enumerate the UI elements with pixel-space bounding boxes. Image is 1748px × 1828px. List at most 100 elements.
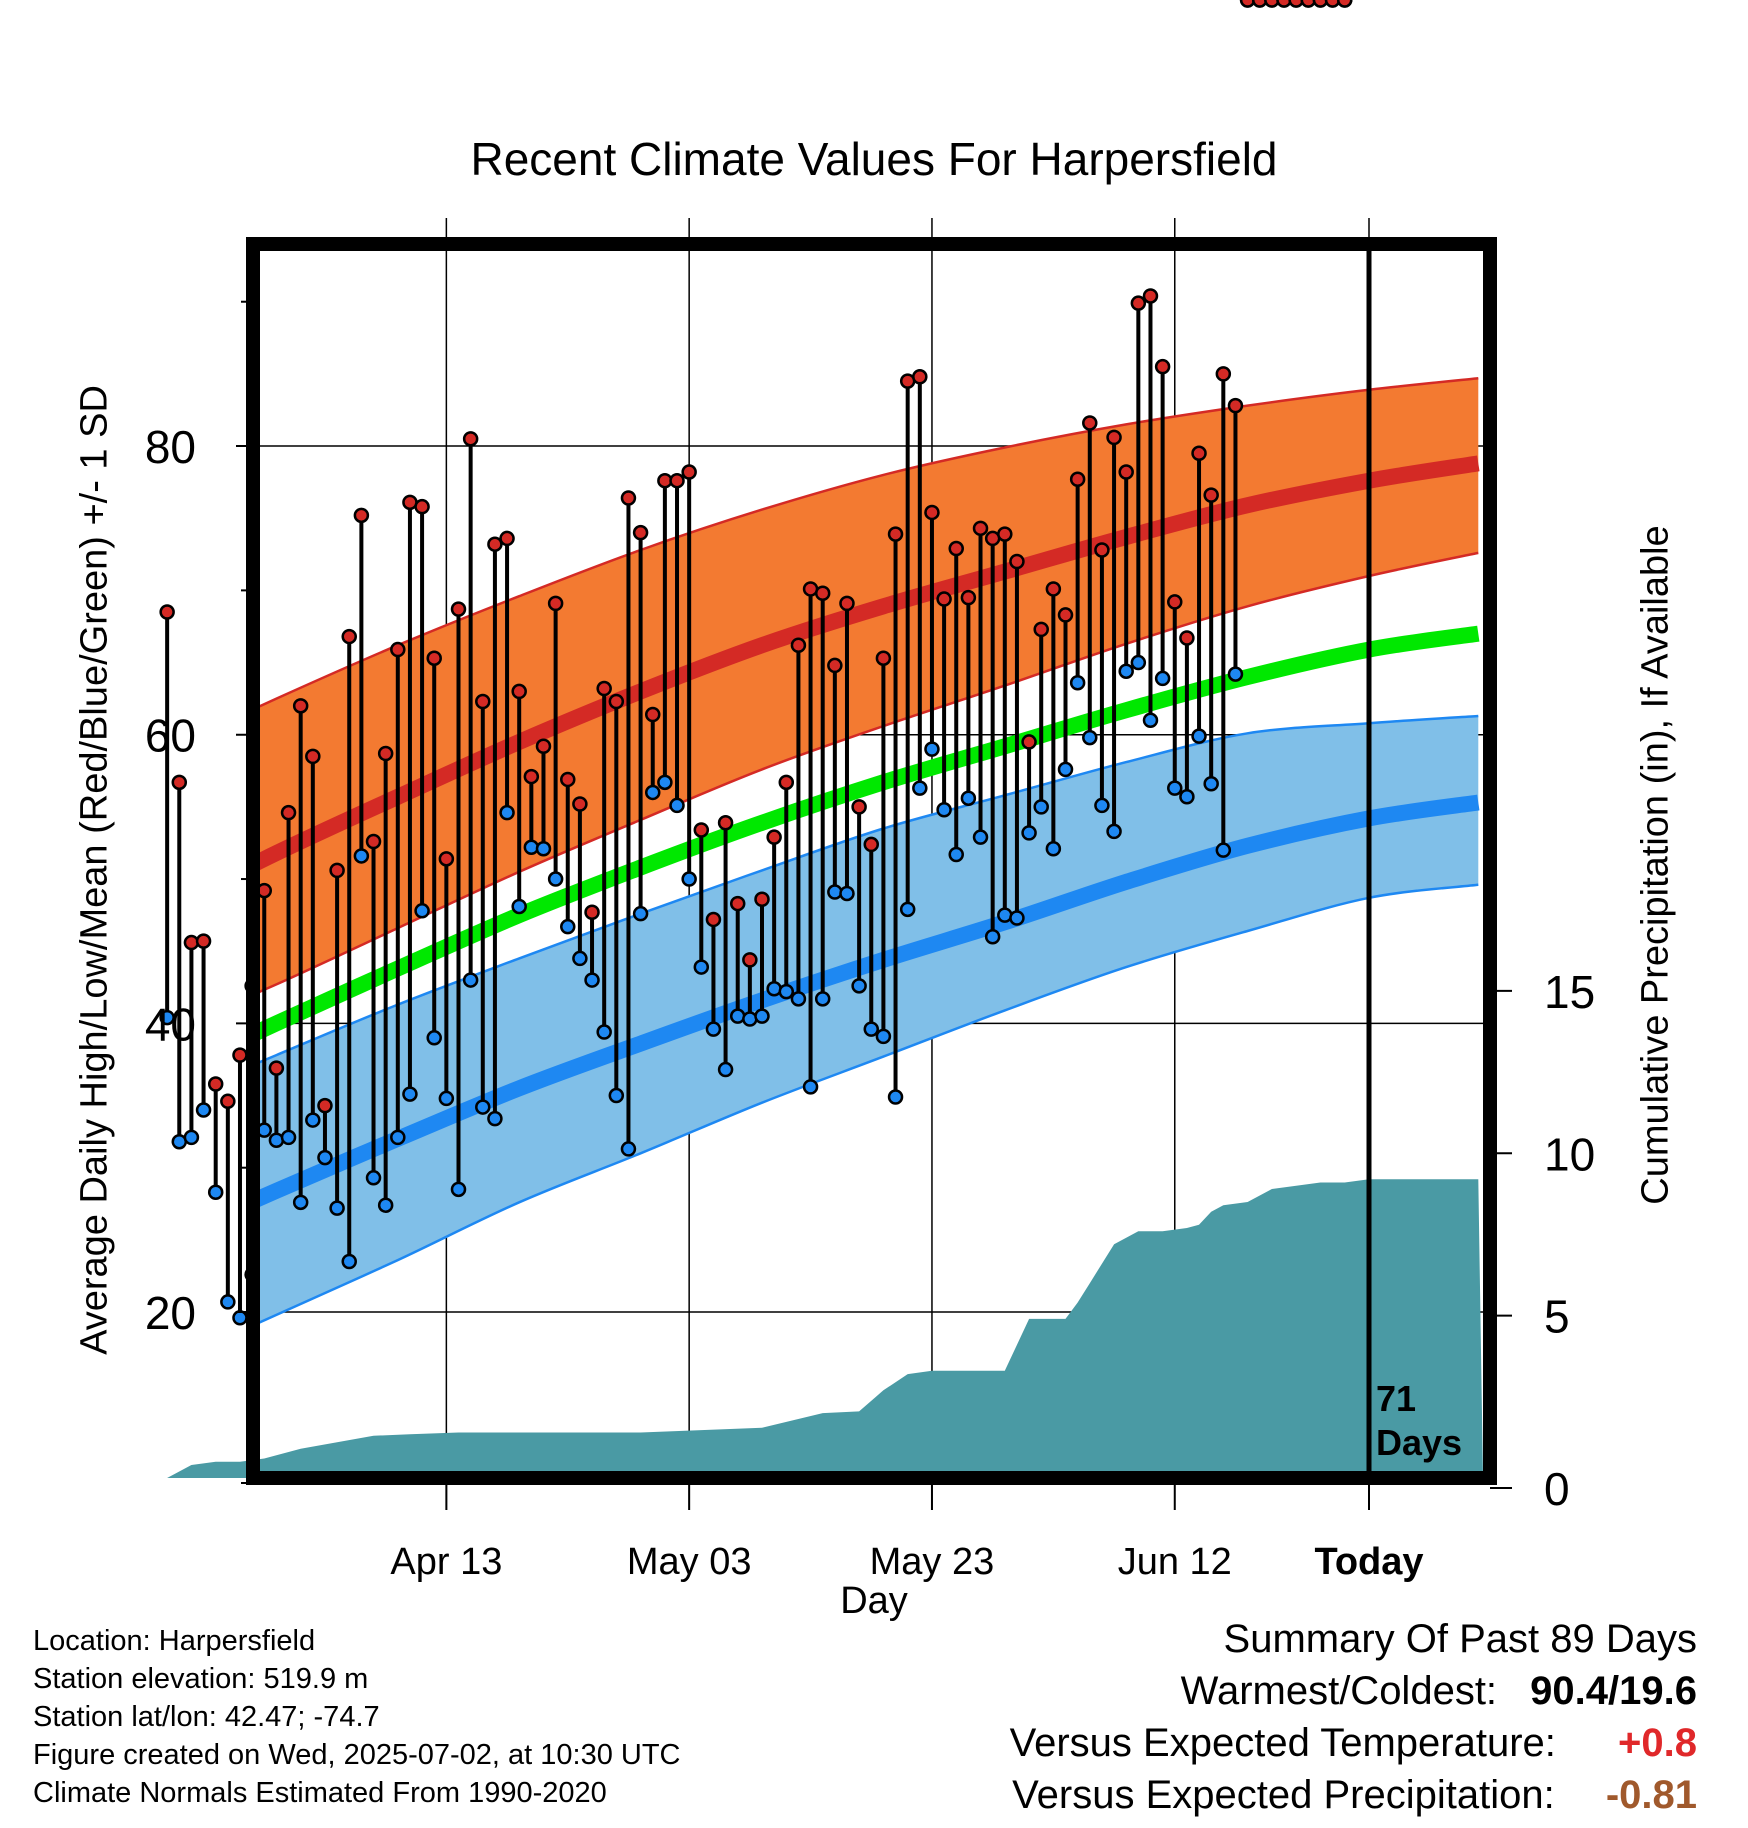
x-axis-label: Day bbox=[840, 1580, 908, 1622]
daily-high-point bbox=[572, 796, 588, 812]
info-elevation: Station elevation: 519.9 m bbox=[33, 1663, 369, 1695]
info-normals: Climate Normals Estimated From 1990-2020 bbox=[33, 1777, 607, 1809]
daily-high-point bbox=[317, 1097, 333, 1114]
daily-high-point bbox=[547, 595, 564, 612]
daily-high-point bbox=[620, 490, 637, 506]
daily-high-point bbox=[584, 904, 600, 920]
daily-high-point bbox=[669, 472, 685, 489]
daily-low-point bbox=[972, 829, 989, 845]
daily-high-point bbox=[972, 520, 989, 537]
y-tick-label: 40 bbox=[145, 998, 196, 1050]
daily-low-point bbox=[341, 1253, 357, 1270]
daily-high-point bbox=[851, 799, 867, 815]
daily-high-point bbox=[207, 1076, 224, 1092]
daily-high-point bbox=[195, 933, 212, 949]
daily-high-point bbox=[1203, 487, 1219, 503]
daily-high-point bbox=[1239, 0, 1256, 8]
daily-high-point bbox=[693, 822, 710, 838]
daily-high-point bbox=[268, 1060, 285, 1076]
daily-high-point bbox=[353, 507, 370, 524]
daily-high-point bbox=[608, 693, 625, 710]
daily-high-point bbox=[717, 815, 734, 831]
daily-low-point bbox=[305, 1112, 321, 1128]
daily-low-point bbox=[717, 1061, 734, 1078]
daily-high-point bbox=[1324, 0, 1341, 8]
x-tick-label: May 23 bbox=[870, 1541, 995, 1583]
x-tick-label: Today bbox=[1314, 1541, 1423, 1583]
daily-low-point bbox=[863, 1021, 880, 1037]
daily-low-point bbox=[487, 1110, 503, 1127]
daily-low-point bbox=[596, 1024, 612, 1040]
y-tick-label: 80 bbox=[145, 421, 196, 473]
daily-high-point bbox=[875, 650, 892, 666]
daily-low-point bbox=[960, 790, 977, 806]
axes-layer: 20 40 60 80 0 5 10 15 Apr 13 May 03 May 23 Jun 12 To… bbox=[145, 300, 1595, 1583]
daily-low-point bbox=[1094, 797, 1110, 814]
daily-low-point bbox=[1082, 729, 1098, 746]
daily-low-point bbox=[644, 784, 661, 801]
daily-high-point bbox=[292, 698, 309, 714]
daily-high-point bbox=[365, 833, 382, 850]
daily-low-point bbox=[280, 1129, 297, 1146]
daily-low-point bbox=[377, 1197, 394, 1213]
daily-low-point bbox=[414, 903, 430, 919]
y2-axis-label: Cumulative Precipitation (in), If Availa… bbox=[1634, 525, 1677, 1205]
daily-high-point bbox=[462, 431, 479, 447]
daily-low-point bbox=[560, 918, 576, 935]
daily-high-point bbox=[778, 774, 795, 791]
x-tick-label: Apr 13 bbox=[390, 1541, 502, 1583]
summary-precip-value: -0.81 bbox=[1605, 1773, 1697, 1817]
daily-low-point bbox=[1154, 670, 1171, 687]
summary-warmest-row: Warmest/Coldest: 90.4/19.6 bbox=[1181, 1669, 1697, 1714]
daily-high-point bbox=[1276, 0, 1292, 8]
frame-layer bbox=[246, 237, 1497, 1485]
daily-low-point bbox=[1069, 675, 1086, 691]
daily-low-point bbox=[875, 1028, 892, 1045]
daily-low-point bbox=[924, 741, 940, 757]
daily-high-point bbox=[1191, 445, 1207, 462]
summary-temp-value: +0.8 bbox=[1618, 1721, 1697, 1765]
info-latlon: Station lat/lon: 42.47; -74.7 bbox=[33, 1701, 380, 1733]
daily-low-point bbox=[778, 983, 795, 1000]
daily-low-point bbox=[1191, 728, 1207, 744]
daily-high-point bbox=[839, 595, 855, 612]
daily-high-point bbox=[924, 504, 940, 521]
daily-low-point bbox=[232, 1310, 248, 1326]
daily-low-point bbox=[766, 980, 782, 997]
daily-high-point bbox=[790, 637, 807, 653]
x-tick-label: May 03 bbox=[627, 1541, 752, 1583]
daily-high-point bbox=[766, 829, 782, 845]
daily-low-point bbox=[705, 1021, 722, 1037]
daily-high-point bbox=[863, 836, 880, 853]
daily-low-point bbox=[729, 1008, 746, 1024]
daily-low-point bbox=[353, 848, 370, 864]
daily-low-point bbox=[268, 1132, 285, 1149]
daily-high-point bbox=[159, 604, 175, 620]
daily-low-point bbox=[693, 959, 710, 975]
daily-low-point bbox=[195, 1102, 212, 1118]
summary-warmest-label: Warmest/Coldest: bbox=[1180, 1669, 1498, 1713]
daily-low-point bbox=[887, 1089, 904, 1105]
daily-low-point bbox=[207, 1184, 224, 1200]
daily-high-point bbox=[232, 1047, 248, 1063]
daily-high-point bbox=[438, 851, 455, 867]
daily-high-point bbox=[377, 745, 394, 762]
daily-high-point bbox=[305, 748, 321, 765]
observations-layer bbox=[159, 0, 1353, 1326]
daily-low-point bbox=[292, 1194, 309, 1211]
daily-high-point bbox=[523, 768, 540, 785]
daily-high-point bbox=[1264, 0, 1280, 8]
info-created: Figure created on Wed, 2025-07-02, at 10… bbox=[33, 1739, 681, 1771]
daily-low-point bbox=[462, 972, 479, 988]
daily-high-point bbox=[1094, 542, 1110, 558]
y2-tick-label: 5 bbox=[1544, 1291, 1570, 1343]
daily-high-point bbox=[681, 464, 697, 480]
daily-high-point bbox=[705, 911, 722, 928]
y-tick-label: 20 bbox=[145, 1287, 196, 1339]
daily-high-point bbox=[341, 628, 357, 645]
precipitation-layer bbox=[167, 1179, 1484, 1478]
today-days-count: 71 bbox=[1376, 1378, 1417, 1419]
daily-low-point bbox=[183, 1129, 200, 1146]
daily-low-point bbox=[802, 1079, 819, 1095]
